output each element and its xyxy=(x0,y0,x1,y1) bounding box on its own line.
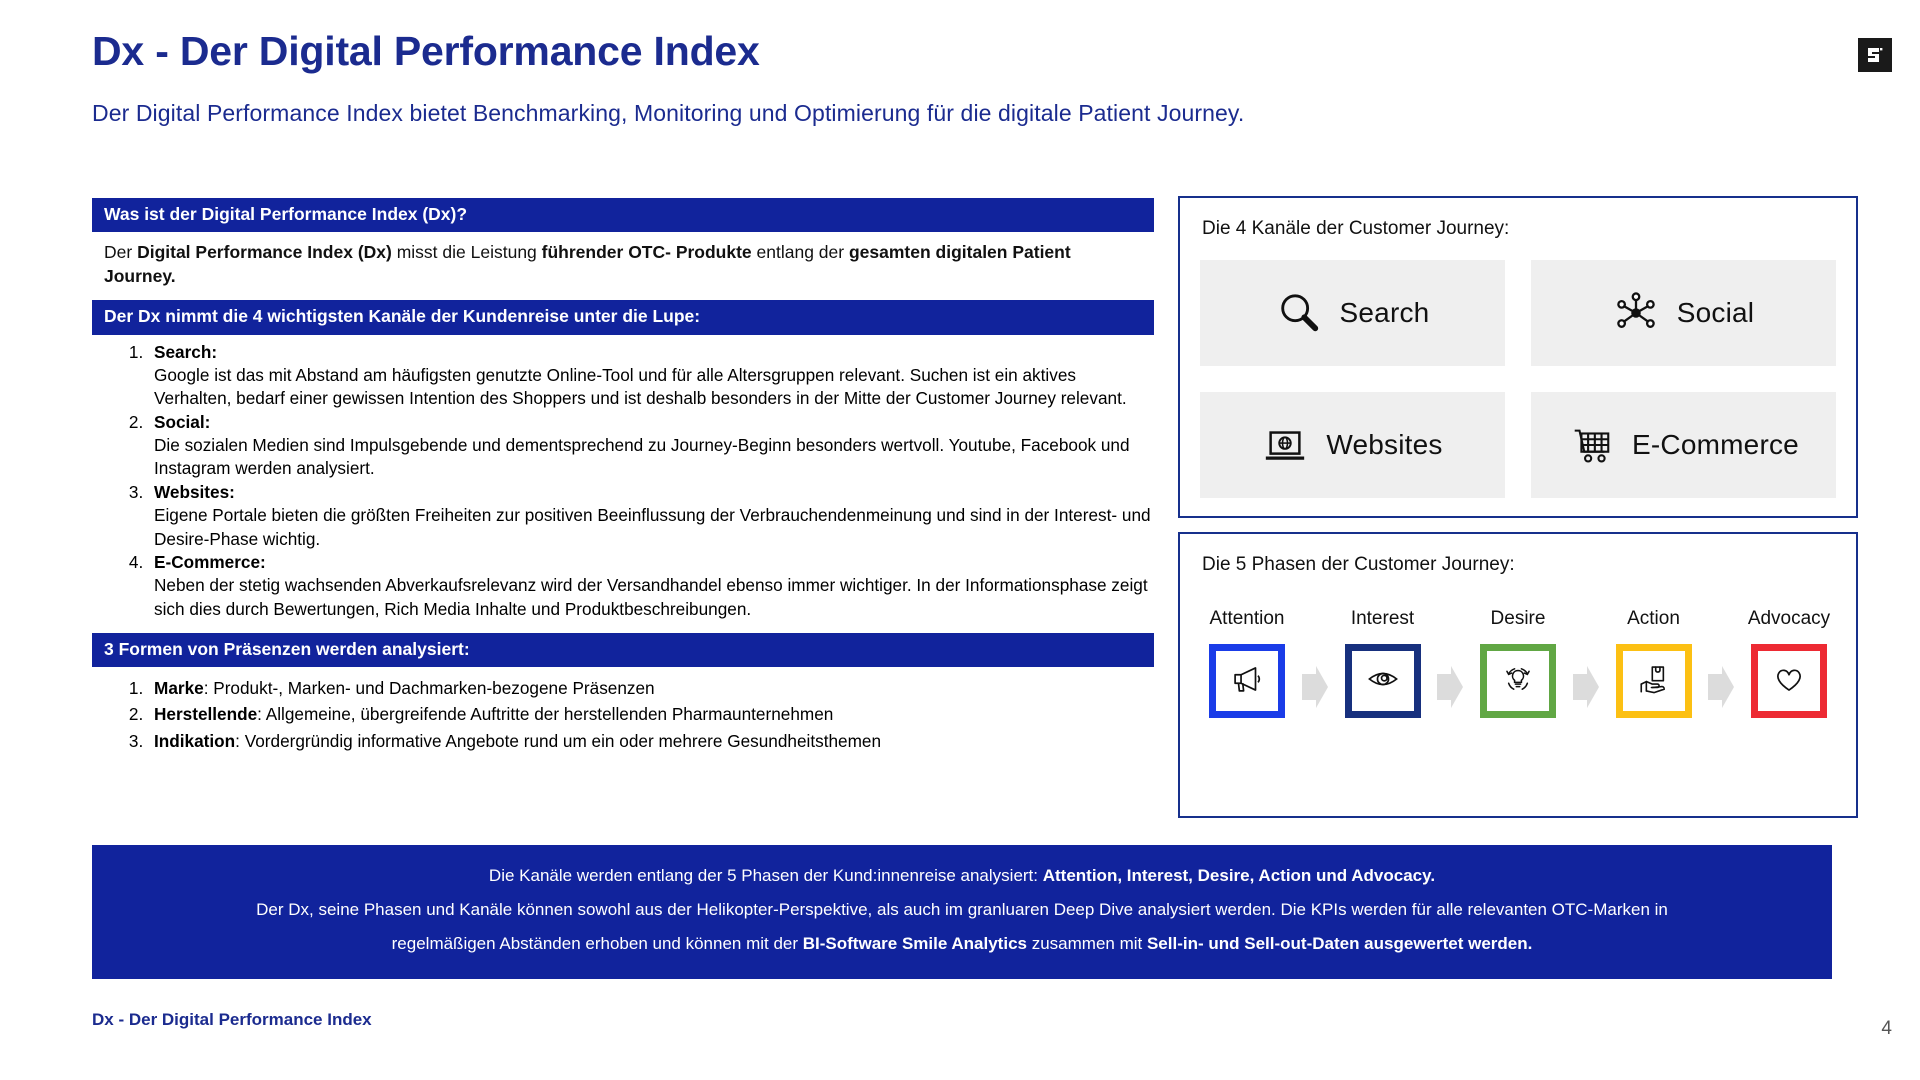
shopping-cart-icon xyxy=(1568,422,1614,468)
channel-list-item: Websites: Eigene Portale bieten die größt… xyxy=(148,481,1154,551)
what-is-text-part-4: entlang der xyxy=(751,242,849,263)
page-subtitle: Der Digital Performance Index bietet Ben… xyxy=(92,100,1245,126)
phase-desire: Desire xyxy=(1475,608,1561,718)
what-is-text-part-5: gesamten digitalen Patient Journey. xyxy=(104,242,1071,287)
section-bar-channels: Der Dx nimmt die 4 wichtigsten Kanäle de… xyxy=(92,300,1154,335)
callout-line-2-part-1: BI-Software Smile Analytics xyxy=(802,934,1027,953)
phases-panel-title: Die 5 Phasen der Customer Journey: xyxy=(1202,554,1515,575)
presence-form-desc: : Produkt-, Marken- und Dachmarken-bezog… xyxy=(203,678,655,699)
page-title: Dx - Der Digital Performance Index xyxy=(92,28,760,74)
what-is-text-part-1: Digital Performance Index (Dx) xyxy=(137,242,392,263)
hand-product-icon xyxy=(1637,662,1671,701)
phase-label: Action xyxy=(1627,608,1680,629)
phase-arrow-icon xyxy=(1706,664,1736,715)
channel-item-body: Die sozialen Medien sind Impulsgebende u… xyxy=(154,435,1130,479)
presence-form-item: Marke: Produkt-, Marken- und Dachmarken-… xyxy=(148,675,1154,701)
presence-form-desc: : Allgemeine, übergreifende Auftritte de… xyxy=(257,704,834,725)
callout-line-2-part-0: regelmäßigen Abständen erhoben und könne… xyxy=(391,934,803,953)
callout-line-0-part-1: Attention, Interest, Desire, Action und … xyxy=(1042,866,1436,885)
phase-label: Attention xyxy=(1209,608,1285,629)
presence-form-item: Herstellende: Allgemeine, übergreifende … xyxy=(148,701,1154,727)
phase-arrow-icon xyxy=(1300,664,1330,715)
presence-forms-list: Marke: Produkt-, Marken- und Dachmarken-… xyxy=(92,675,1154,753)
lightbulb-refresh-icon xyxy=(1501,662,1535,701)
callout-line-0-part-0: Die Kanäle werden entlang der 5 Phasen d… xyxy=(488,866,1043,885)
phase-icon-box xyxy=(1209,644,1285,718)
channel-tile-websites[interactable]: Websites xyxy=(1200,392,1505,498)
what-is-text-part-0: Der xyxy=(104,242,138,263)
social-network-icon xyxy=(1613,290,1659,336)
section-bar-forms: 3 Formen von Präsenzen werden analysiert… xyxy=(92,633,1154,668)
channel-item-lead: Social: xyxy=(154,411,211,432)
channel-tile-social[interactable]: Social xyxy=(1531,260,1836,366)
channel-tile-label: E-Commerce xyxy=(1632,429,1799,460)
heart-icon xyxy=(1772,662,1806,701)
channel-item-lead: E-Commerce: xyxy=(154,552,266,573)
channel-tile-search[interactable]: Search xyxy=(1200,260,1505,366)
phase-arrow-icon xyxy=(1435,664,1465,715)
channel-list-item: Search:Google ist das mit Abstand am häu… xyxy=(148,341,1154,411)
phase-label: Advocacy xyxy=(1747,608,1831,629)
callout-line: Die Kanäle werden entlang der 5 Phasen d… xyxy=(116,859,1808,893)
channels-panel-title: Die 4 Kanäle der Customer Journey: xyxy=(1202,218,1510,239)
channel-list-item: Social: Die sozialen Medien sind Impulsge… xyxy=(148,411,1154,481)
channel-item-body: Neben der stetig wachsenden Abverkaufsre… xyxy=(154,575,1148,619)
summary-callout: Die Kanäle werden entlang der 5 Phasen d… xyxy=(92,845,1832,979)
laptop-globe-icon xyxy=(1262,422,1308,468)
phase-icon-box xyxy=(1480,644,1556,718)
megaphone-icon xyxy=(1230,662,1264,701)
channel-tile-grid: Search Social Websites E-Commerce xyxy=(1200,260,1836,498)
channel-description-list: Search:Google ist das mit Abstand am häu… xyxy=(92,341,1154,622)
eye-icon xyxy=(1366,662,1400,701)
callout-line: regelmäßigen Abständen erhoben und könne… xyxy=(116,927,1808,961)
channel-tile-label: Social xyxy=(1676,297,1755,328)
channel-tile-e-commerce[interactable]: E-Commerce xyxy=(1531,392,1836,498)
presence-form-item: Indikation: Vordergründig informative An… xyxy=(148,728,1154,754)
phase-icon-box xyxy=(1751,644,1827,718)
phase-icon-box xyxy=(1344,644,1421,718)
left-content-column: Was ist der Digital Performance Index (D… xyxy=(92,198,1154,754)
what-is-text-part-2: misst die Leistung xyxy=(391,242,542,263)
what-is-paragraph: Der Digital Performance Index (Dx) misst… xyxy=(92,232,1154,290)
channel-item-lead: Search: xyxy=(154,341,218,362)
channel-item-lead: Websites: xyxy=(154,481,235,502)
presence-form-desc: : Vordergründig informative Angebote run… xyxy=(235,730,882,751)
phase-advocacy: Advocacy xyxy=(1746,608,1832,718)
channel-item-body: Eigene Portale bieten die größten Freihe… xyxy=(154,505,1151,549)
page-number: 4 xyxy=(1881,1018,1892,1039)
phase-interest: Interest xyxy=(1340,608,1426,718)
channel-tile-label: Search xyxy=(1339,297,1430,328)
presence-form-term: Marke xyxy=(154,678,204,699)
section-bar-what-is: Was ist der Digital Performance Index (D… xyxy=(92,198,1154,233)
phase-action: Action xyxy=(1611,608,1697,718)
presence-form-term: Indikation xyxy=(154,730,236,751)
footer-title: Dx - Der Digital Performance Index xyxy=(92,1010,372,1029)
company-logo xyxy=(1858,38,1892,72)
search-icon xyxy=(1276,290,1322,336)
phase-label: Interest xyxy=(1350,608,1415,629)
callout-line: Der Dx, seine Phasen und Kanäle können s… xyxy=(116,893,1808,927)
callout-line-1-part-0: Der Dx, seine Phasen und Kanäle können s… xyxy=(256,900,1668,919)
phase-arrow-icon xyxy=(1571,664,1601,715)
phase-label: Desire xyxy=(1490,608,1546,629)
phase-icon-box xyxy=(1615,644,1692,718)
presence-form-term: Herstellende xyxy=(154,704,258,725)
channels-panel: Die 4 Kanäle der Customer Journey: Searc… xyxy=(1178,196,1858,518)
channel-list-item: E-Commerce:Neben der stetig wachsenden A… xyxy=(148,551,1154,621)
callout-line-2-part-3: Sell-in- und Sell-out-Daten ausgewertet … xyxy=(1146,934,1533,953)
phase-sequence: Attention Interest Desire Action Advocacy xyxy=(1204,608,1832,718)
what-is-text-part-3: führender OTC- Produkte xyxy=(541,242,752,263)
callout-line-2-part-2: zusammen mit xyxy=(1026,934,1147,953)
channel-tile-label: Websites xyxy=(1326,429,1443,460)
channel-item-body: Google ist das mit Abstand am häufigsten… xyxy=(154,364,1127,409)
phase-attention: Attention xyxy=(1204,608,1290,718)
phases-panel: Die 5 Phasen der Customer Journey: Atten… xyxy=(1178,532,1858,818)
